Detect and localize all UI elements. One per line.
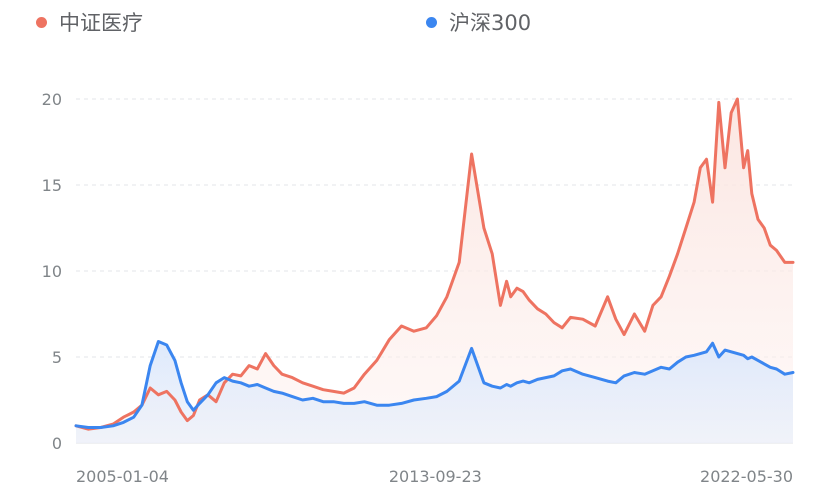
x-tick-label: 2013-09-23 [389, 467, 482, 486]
x-tick-label: 2022-05-30 [700, 467, 793, 486]
y-tick-label: 0 [52, 434, 62, 453]
y-tick-label: 20 [42, 90, 62, 109]
x-tick-label: 2005-01-04 [76, 467, 169, 486]
y-tick-label: 10 [42, 262, 62, 281]
y-tick-label: 15 [42, 176, 62, 195]
y-tick-label: 5 [52, 348, 62, 367]
